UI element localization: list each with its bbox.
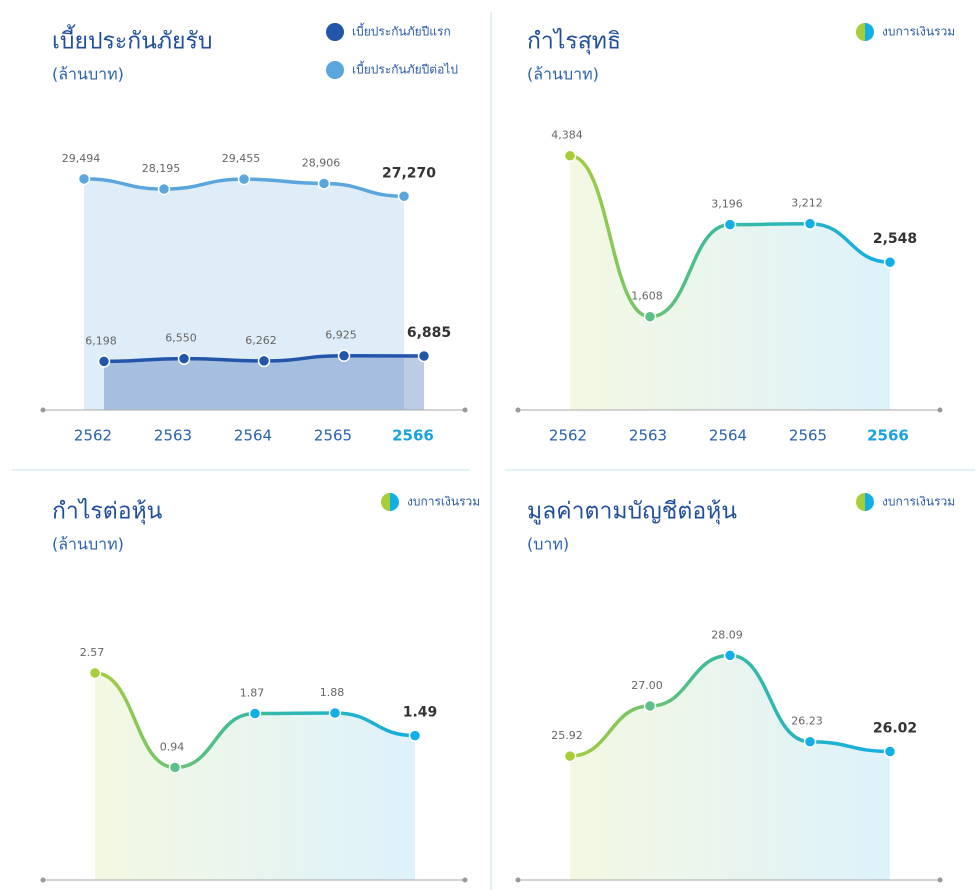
legend-swatch [856,493,874,511]
data-label: 2,548 [873,231,917,247]
data-label: 1,608 [631,290,663,303]
data-point [97,355,111,368]
data-label: 25.92 [551,729,583,742]
chart-subtitle: (ล้านบาท) [52,535,124,554]
baseline-end [40,407,46,413]
data-label: 28.09 [711,628,743,641]
data-label: 3,196 [711,198,743,211]
data-point [257,354,271,368]
data-point [408,729,422,742]
chart-title: กำไรต่อหุ้น [52,498,163,525]
x-tick-label: 2565 [314,427,352,445]
legend-label: เบี้ยประกันภัยปีต่อไป [352,61,458,77]
legend-swatch [326,61,344,79]
area [104,355,424,410]
legend-swatch [381,493,399,511]
data-point [643,310,657,323]
data-point [803,735,817,748]
data-point [723,218,737,231]
baseline-end [40,877,46,883]
data-label: 2.57 [80,646,105,659]
data-label: 3,212 [791,197,823,210]
data-point [88,666,102,680]
data-point [563,749,577,763]
data-point [397,190,411,203]
data-point [337,349,351,362]
data-point [723,649,737,662]
baseline-end [515,877,521,883]
series-line [94,671,416,770]
data-label: 28,195 [142,162,181,175]
data-point [168,761,182,774]
data-point [177,352,191,365]
data-label: 4,384 [551,129,583,142]
data-label: 6,885 [407,325,451,341]
data-point [237,172,251,186]
x-tick-label: 2563 [629,427,667,445]
chart-title: มูลค่าตามบัญชีต่อหุ้น [527,499,737,525]
data-point [317,177,331,190]
baseline-end [462,407,468,413]
data-label: 6,262 [245,334,277,347]
legend-swatch [856,23,874,41]
area [95,672,415,880]
data-label: 1.88 [320,686,345,699]
legend-label: งบการเงินรวม [407,495,480,509]
data-label: 6,198 [85,334,117,347]
chart-subtitle: (ล้านบาท) [527,65,599,84]
area [570,155,890,410]
chart-subtitle: (ล้านบาท) [52,65,124,84]
legend-label: งบการเงินรวม [882,25,955,39]
data-point [328,706,342,720]
data-label: 26.02 [873,720,917,736]
chart-subtitle: (บาท) [527,535,569,554]
data-label: 28,906 [302,156,341,169]
data-point [248,707,262,720]
baseline-end [462,877,468,883]
baseline-end [937,877,943,883]
x-tick-label: 2566 [392,427,434,445]
x-tick-label: 2563 [154,427,192,445]
data-label: 1.49 [403,705,438,721]
data-label: 1.87 [240,687,265,700]
x-tick-label: 2565 [789,427,827,445]
x-tick-label: 2566 [867,427,909,445]
data-point [563,149,577,162]
data-label: 27.00 [631,679,663,692]
data-label: 6,550 [165,332,197,345]
area [570,655,890,880]
legend-label: เบี้ยประกันภัยปีแรก [352,23,451,39]
x-tick-label: 2562 [549,427,587,445]
chart-title: กำไรสุทธิ [527,28,621,55]
data-point [643,699,657,713]
baseline-end [937,407,943,413]
area [84,178,404,410]
data-point [883,745,897,758]
data-label: 29,494 [62,152,101,165]
data-label: 0.94 [160,740,185,753]
data-point [883,255,897,269]
legend-swatch [326,23,344,41]
data-label: 29,455 [222,152,261,165]
data-point [157,182,171,196]
data-point [77,172,91,186]
data-point [417,349,431,363]
x-tick-label: 2564 [709,427,747,445]
x-tick-label: 2562 [74,427,112,445]
chart-title: เบี้ยประกันภัยรับ [52,25,212,55]
data-point [803,217,817,230]
series-line [569,153,891,319]
x-tick-label: 2564 [234,427,272,445]
data-label: 26.23 [791,715,823,728]
baseline-end [515,407,521,413]
data-label: 27,270 [382,165,436,181]
data-label: 6,925 [325,329,357,342]
legend-label: งบการเงินรวม [882,495,955,509]
